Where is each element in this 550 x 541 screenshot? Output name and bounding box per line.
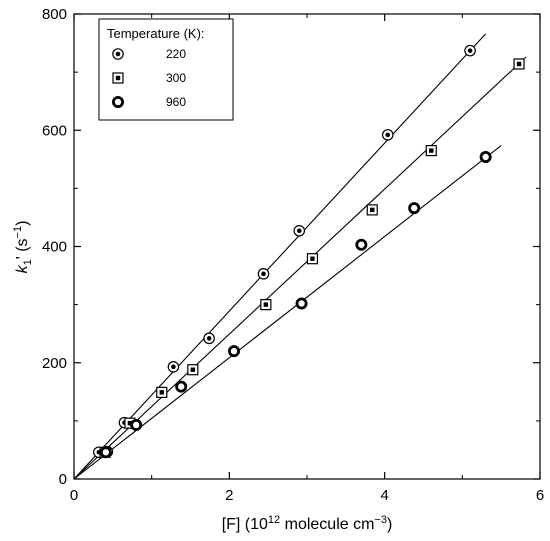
- legend-label-960: 960: [166, 95, 186, 109]
- plot-area: [73, 33, 527, 480]
- data-point-220-center: [467, 48, 473, 53]
- data-point-960: [227, 345, 240, 358]
- data-point-300-center: [263, 302, 269, 307]
- legend-label-220: 220: [166, 47, 186, 61]
- axis-ticks: 0 2 4 6 0 200 400 600 800: [42, 6, 544, 504]
- data-point-300-center: [429, 148, 434, 153]
- x-axis-label-base: [F] (10: [222, 516, 268, 533]
- x-axis-label-end: ): [387, 516, 392, 533]
- y-axis-label-symbol: k: [14, 264, 31, 273]
- data-point-220-center: [261, 271, 266, 277]
- data-point-960: [99, 446, 112, 459]
- data-point-300-center: [310, 256, 315, 261]
- legend-marker-960: [112, 96, 125, 109]
- y-tick-label: 0: [59, 471, 67, 488]
- y-tick-label: 600: [42, 122, 67, 139]
- data-point-220-center: [385, 132, 391, 138]
- data-point-220-center: [206, 336, 212, 341]
- y-tick-label: 400: [42, 239, 67, 256]
- x-tick-label: 2: [225, 487, 233, 504]
- y-axis-label-end: ): [14, 221, 31, 226]
- legend-label-300: 300: [166, 71, 186, 85]
- data-point-960: [175, 380, 188, 393]
- data-point-300-center: [516, 61, 522, 67]
- data-point-960: [479, 150, 492, 163]
- fit-line-960: [73, 145, 502, 480]
- x-tick-label: 6: [536, 487, 544, 504]
- data-point-300-center: [127, 421, 133, 426]
- y-axis-label: k1' (s−1): [12, 221, 34, 274]
- data-point-960: [355, 238, 368, 251]
- data-point-220-center: [171, 364, 176, 370]
- legend: Temperature (K): 220 300 960: [98, 18, 234, 121]
- data-point-300-center: [190, 367, 196, 372]
- legend-title: Temperature (K):: [107, 26, 205, 41]
- y-axis-label-subscript: 1: [22, 259, 34, 265]
- legend-entries: 220 300 960: [112, 47, 186, 109]
- y-tick-label: 200: [42, 355, 67, 372]
- y-tick-label: 800: [42, 6, 67, 23]
- x-axis-label-exponent: 12: [268, 514, 280, 526]
- data-point-220-center: [296, 228, 302, 234]
- legend-marker-220-center: [115, 51, 121, 57]
- x-tick-label: 0: [70, 487, 78, 504]
- fit-line-300: [73, 56, 527, 480]
- data-point-960: [408, 202, 421, 215]
- data-point-960: [130, 418, 143, 431]
- data-point-960: [295, 297, 308, 310]
- x-axis-label-unit: molecule cm: [280, 516, 374, 533]
- x-axis-label-unit-exponent: −3: [374, 514, 387, 526]
- y-axis-label-unit-exponent: −1: [12, 226, 24, 239]
- fit-line-220: [73, 33, 487, 480]
- data-point-300-center: [370, 207, 375, 213]
- data-point-300-center: [159, 390, 164, 395]
- y-axis-label-unit: ' (s: [14, 238, 31, 259]
- x-tick-label: 4: [380, 487, 388, 504]
- legend-marker-300-center: [115, 75, 121, 81]
- x-axis-label: [F] (1012 molecule cm−3): [222, 514, 393, 533]
